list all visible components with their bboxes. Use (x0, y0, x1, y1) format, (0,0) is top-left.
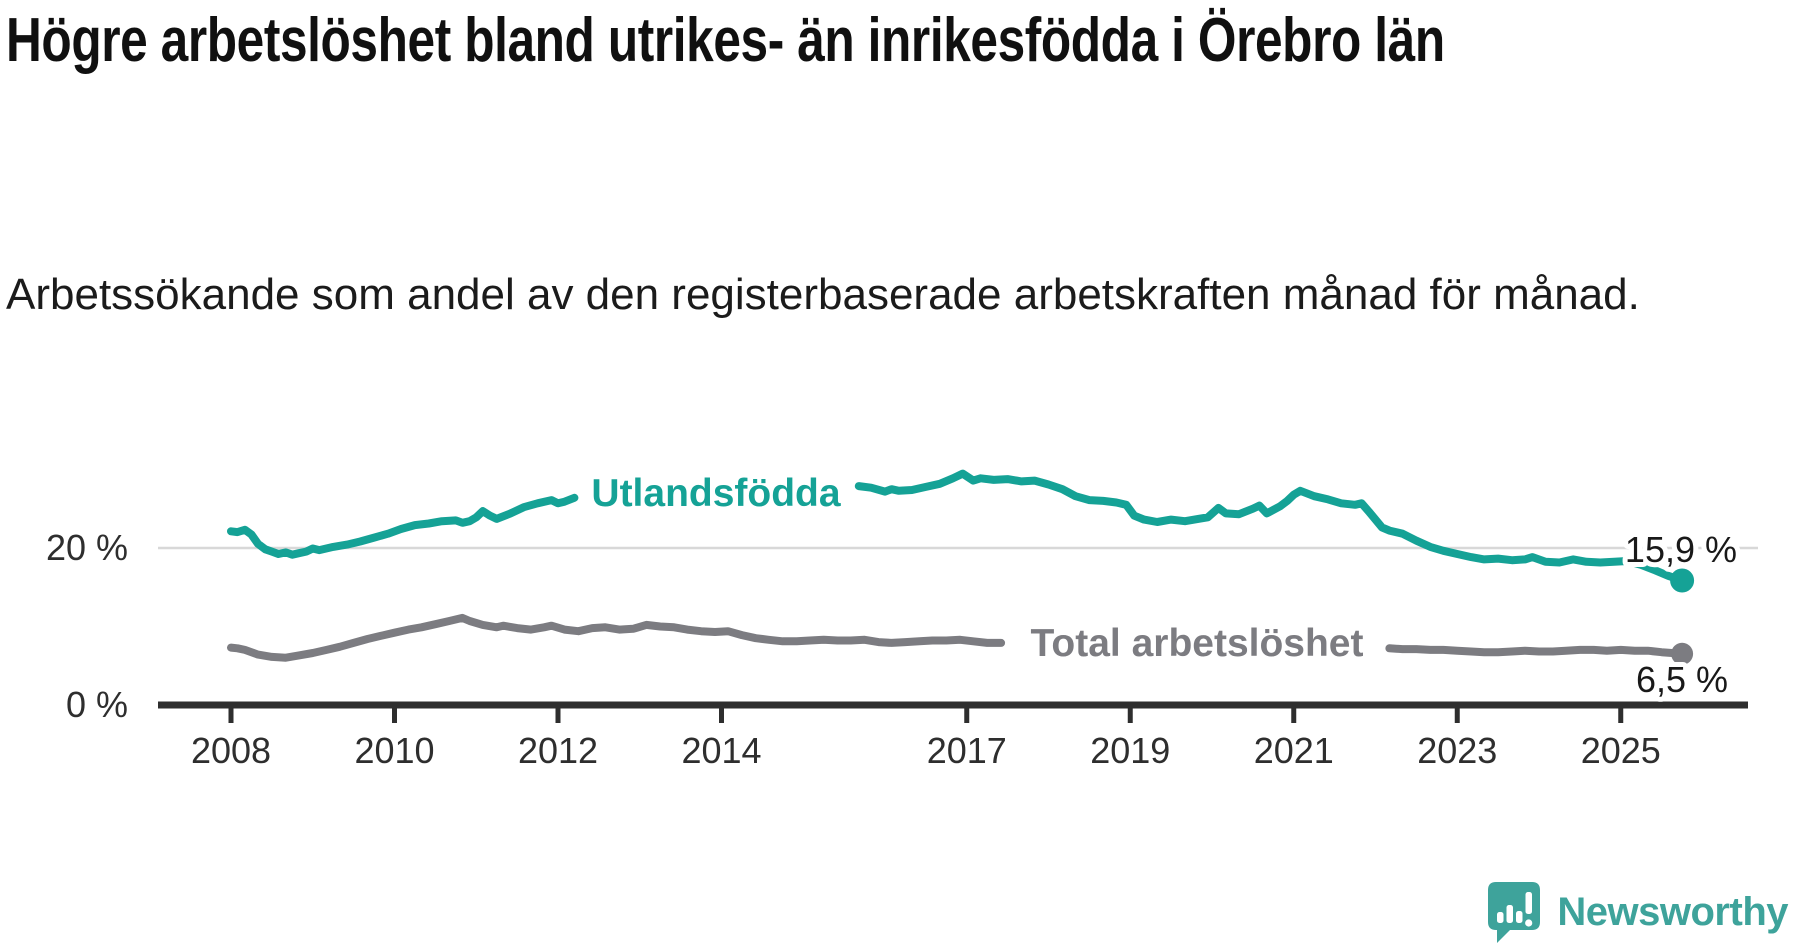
chart-subtitle: Arbetssökande som andel av den registerb… (6, 270, 1640, 319)
newsworthy-logo-icon (1488, 882, 1541, 943)
x-tick-label: 2021 (1254, 730, 1334, 771)
end-value-label-total: 6,5 % (1636, 659, 1728, 700)
newsworthy-logo-text: Newsworthy (1557, 890, 1788, 934)
x-tick-label: 2023 (1417, 730, 1497, 771)
series-end-dot-total-arbetsloshet (1671, 642, 1694, 665)
x-tick-label: 2012 (518, 730, 598, 771)
series-label-utlandsfodda: Utlandsfödda (591, 472, 840, 515)
series-line-utlandsfodda (227, 493, 579, 559)
series-label-total-arbetsloshet: Total arbetslöshet (1030, 622, 1363, 665)
y-tick-label-0: 0 % (66, 684, 128, 725)
series-group (227, 469, 1695, 665)
x-tick-label: 2008 (191, 730, 271, 771)
x-tick-label: 2014 (681, 730, 761, 771)
x-tick-label: 2025 (1581, 730, 1661, 771)
x-tick-label: 2010 (354, 730, 434, 771)
x-tick-label: 2017 (927, 730, 1007, 771)
x-axis-ticks: 2008 2010 2012 2014 2017 2019 2021 2023 2025 (191, 705, 1661, 771)
page-title: Högre arbetslöshet bland utrikes- än inr… (6, 6, 1445, 75)
series-end-dot-utlandsfodda (1670, 568, 1695, 593)
series-line-utlandsfodda (854, 469, 1687, 585)
newsworthy-logo: Newsworthy (1487, 881, 1788, 944)
x-tick-label: 2019 (1090, 730, 1170, 771)
series-line-total-arbetsloshet (227, 613, 1006, 662)
series-line-total-arbetsloshet (1385, 644, 1687, 658)
end-value-label-utlandsfodda: 15,9 % (1625, 529, 1737, 570)
y-tick-label-20: 20 % (46, 527, 128, 568)
